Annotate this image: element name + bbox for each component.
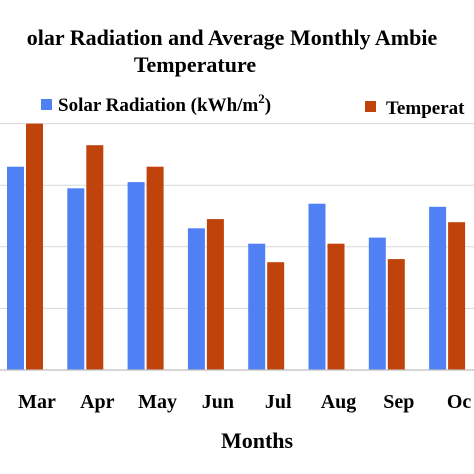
x-tick-label-aug: Aug (321, 391, 357, 413)
legend-label-solar-radiation-suffix: ) (265, 95, 271, 116)
x-tick-label-sep: Sep (383, 391, 414, 413)
legend-label-temperature: Temperat (386, 98, 465, 119)
bar-temperature-mar (26, 123, 43, 370)
bar-temperature-aug (327, 243, 345, 370)
chart-title-line-1: olar Radiation and Average Monthly Ambie (27, 25, 438, 50)
bar-solar-radiation-jun (187, 228, 205, 370)
bar-temperature-oc (448, 222, 466, 370)
x-tick-label-oc: Oc (447, 391, 472, 413)
x-tick-label-may: May (138, 391, 177, 413)
bar-solar-radiation-oc (429, 206, 447, 370)
x-tick-label-mar: Mar (18, 391, 56, 413)
legend-swatch-solar-radiation (41, 99, 52, 110)
legend-label-solar-radiation: Solar Radiation (kWh/m2) (58, 91, 271, 116)
bar-solar-radiation-apr (67, 188, 85, 370)
bar-temperature-apr (86, 145, 104, 370)
bar-temperature-may (146, 166, 164, 370)
bar-temperature-jul (267, 262, 285, 370)
legend-label-solar-radiation-main: Solar Radiation (kWh/m (58, 95, 258, 116)
bars (7, 123, 466, 370)
x-tick-label-apr: Apr (80, 391, 115, 413)
bar-solar-radiation-sep (368, 237, 386, 370)
bar-solar-radiation-mar (7, 166, 24, 370)
x-tick-label-jul: Jul (265, 391, 292, 413)
legend-label-solar-radiation-sup: 2 (258, 91, 265, 106)
bar-temperature-jun (206, 219, 224, 370)
bar-solar-radiation-may (127, 182, 145, 370)
legend-swatch-temperature (365, 101, 376, 112)
bar-solar-radiation-aug (308, 203, 326, 370)
x-tick-label-jun: Jun (202, 391, 234, 413)
chart-title-line-2: Temperature (134, 52, 256, 77)
bar-temperature-sep (387, 259, 405, 370)
x-axis-title: Months (221, 428, 294, 453)
x-tick-labels: Mar Apr May Jun Jul Aug Sep Oc (18, 391, 471, 413)
bar-solar-radiation-jul (248, 243, 266, 370)
legend: Solar Radiation (kWh/m2) Temperat (41, 91, 465, 119)
